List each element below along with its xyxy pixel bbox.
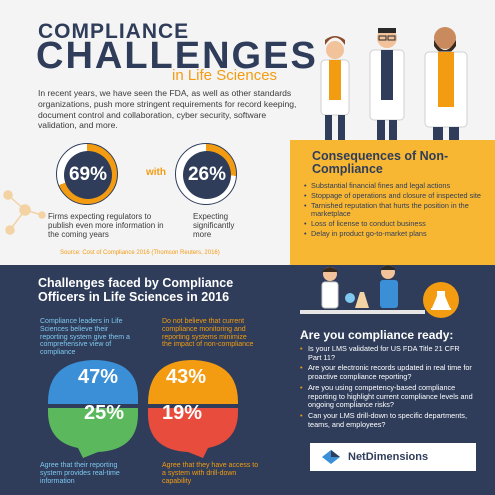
lab-illustration <box>300 265 425 314</box>
stat1-text: Compliance leaders in Life Sciences beli… <box>40 318 130 357</box>
caption-69: Firms expecting regulators to publish ev… <box>48 212 164 240</box>
flask-icon <box>431 291 451 310</box>
stat3-value: 25% <box>84 402 125 424</box>
ready-item: Are you using competency-based complianc… <box>300 383 475 410</box>
title-line1: COMPLIANCE <box>38 20 190 43</box>
with-label: with <box>146 167 166 178</box>
consequence-item: Delay in product go-to-market plans <box>304 229 492 239</box>
ready-item: Can your LMS drill-down to specific depa… <box>300 411 475 429</box>
consequences-panel: Consequences of Non-Compliance Substanti… <box>290 140 495 265</box>
challenges-title: Challenges faced by Compliance Officers … <box>38 276 234 304</box>
scientists-illustration <box>320 27 468 175</box>
molecule-icon <box>3 190 46 235</box>
consequences-title: Consequences of Non-Compliance <box>312 149 449 176</box>
consequence-item: Loss of license to conduct business <box>304 219 492 229</box>
consequences-list: Substantial financial fines and legal ac… <box>304 181 492 240</box>
logo-icon <box>322 450 340 464</box>
consequence-item: Substantial financial fines and legal ac… <box>304 181 492 191</box>
caption-26: Expecting significantly more <box>193 212 235 240</box>
stat4-value: 19% <box>162 402 203 424</box>
stat4-text: Agree that they have access to a system … <box>162 462 259 485</box>
ready-title: Are you compliance ready: <box>300 328 454 342</box>
donut-69-value: 69% <box>68 164 108 185</box>
stat2-text: Do not believe that current compliance m… <box>162 318 254 349</box>
title-line2: CHALLENGES <box>36 35 318 77</box>
source-note: Source: Cost of Compliance 2016 (Thomson… <box>60 250 220 256</box>
ready-item: Are your electronic records updated in r… <box>300 363 475 381</box>
stat1-value: 47% <box>78 366 119 388</box>
consequence-item: Tarnished reputation that hurts the posi… <box>304 201 492 220</box>
intro-text: In recent years, we have seen the FDA, a… <box>38 88 297 131</box>
netdimensions-logo: NetDimensions <box>310 443 476 471</box>
stat2-value: 43% <box>166 366 207 388</box>
ready-list: Is your LMS validated for US FDA Title 2… <box>300 344 475 431</box>
stat3-text: Agree that their reporting system provid… <box>40 462 120 485</box>
title-line3: in Life Sciences <box>172 67 278 84</box>
donut-26: 26% <box>175 143 237 205</box>
flask-badge <box>423 282 459 318</box>
donut-26-value: 26% <box>187 164 227 185</box>
heads-illustration <box>48 360 238 458</box>
ready-item: Is your LMS validated for US FDA Title 2… <box>300 344 475 362</box>
brand-name: NetDimensions <box>348 451 429 463</box>
consequence-item: Stoppage of operations and closure of in… <box>304 191 492 201</box>
donut-69: 69% <box>56 143 118 205</box>
